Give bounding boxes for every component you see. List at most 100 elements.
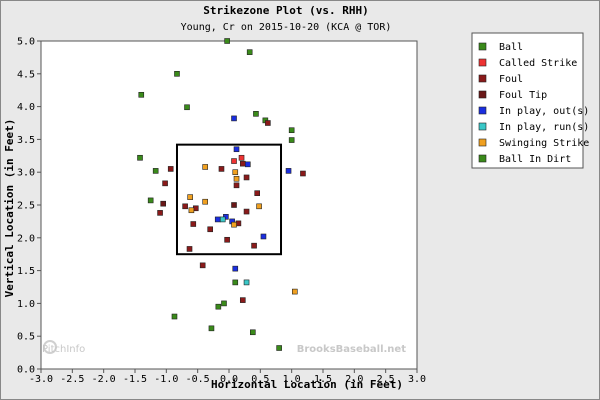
legend-box bbox=[471, 32, 584, 169]
x-tick-label: -1.0 bbox=[154, 374, 178, 385]
x-tick-label: 0.0 bbox=[220, 374, 238, 385]
legend-label: Foul bbox=[499, 74, 523, 85]
x-tick-label: 2.0 bbox=[345, 374, 363, 385]
y-tick-label: 3.5 bbox=[17, 135, 35, 146]
pitch-point bbox=[231, 202, 237, 208]
y-tick-label: 0.5 bbox=[17, 332, 35, 343]
y-tick-label: 1.5 bbox=[17, 266, 35, 277]
pitch-point bbox=[243, 174, 250, 181]
y-axis-ticks: 0.0 0.5 1.0 1.5 2.0 2.5 3.0 3.5 4.0 4.5 5.0 bbox=[17, 37, 41, 376]
y-tick-label: 2.5 bbox=[17, 201, 35, 212]
pitch-point bbox=[152, 168, 159, 174]
y-tick-label: 5.0 bbox=[17, 37, 35, 48]
pitch-point bbox=[182, 203, 188, 210]
watermark-pitchinfo: PitchInfo bbox=[42, 340, 85, 355]
legend-swatch bbox=[478, 42, 487, 51]
pitch-point bbox=[232, 169, 239, 175]
pitch-point bbox=[138, 91, 145, 98]
legend-label: In play, out(s) bbox=[499, 106, 589, 117]
pitch-point bbox=[162, 180, 168, 187]
pitch-point bbox=[232, 279, 239, 286]
pitch-point bbox=[188, 207, 195, 214]
pitch-point bbox=[157, 210, 163, 216]
plot-area bbox=[40, 40, 418, 370]
x-tick-label: -2.5 bbox=[60, 374, 84, 385]
pitch-point bbox=[184, 104, 190, 111]
legend-swatch bbox=[478, 122, 487, 131]
pitch-point bbox=[202, 164, 208, 170]
pitch-point bbox=[246, 49, 253, 55]
pitch-point bbox=[207, 226, 213, 233]
pitch-point bbox=[300, 170, 306, 177]
pitch-points bbox=[137, 38, 306, 351]
legend-label: Ball bbox=[499, 42, 523, 53]
pitch-point bbox=[250, 329, 256, 336]
strike-zone bbox=[175, 143, 283, 256]
pitch-point bbox=[174, 71, 180, 77]
pitch-point bbox=[288, 127, 295, 134]
legend-label: In play, run(s) bbox=[499, 122, 589, 133]
pitch-point bbox=[147, 197, 154, 204]
x-tick-label: 1.0 bbox=[283, 374, 301, 385]
pitch-point bbox=[233, 175, 240, 182]
pitch-point bbox=[221, 300, 227, 307]
pitch-point bbox=[291, 288, 298, 295]
watermark-brooks: BrooksBaseball.net bbox=[297, 344, 406, 355]
pitch-point bbox=[187, 194, 193, 200]
pitch-point bbox=[231, 115, 237, 122]
chart-title: Strikezone Plot (vs. RHH) bbox=[203, 4, 369, 17]
pitch-point bbox=[243, 208, 250, 215]
pitch-point bbox=[202, 198, 208, 205]
pitch-point bbox=[160, 200, 166, 207]
legend-swatch bbox=[478, 90, 487, 99]
pitch-point bbox=[186, 246, 193, 252]
pitch-point bbox=[251, 242, 257, 249]
legend-label: Called Strike bbox=[499, 58, 577, 69]
x-tick-label: -2.0 bbox=[92, 374, 116, 385]
chart-subtitle: Young, Cr on 2015-10-20 (KCA @ TOR) bbox=[181, 22, 392, 33]
legend-swatch bbox=[478, 74, 487, 83]
pitch-point bbox=[233, 146, 240, 153]
watermark-pitchinfo-text: PitchInfo bbox=[42, 344, 85, 355]
pitch-point bbox=[167, 166, 174, 172]
y-tick-label: 2.0 bbox=[17, 233, 35, 244]
pitch-point bbox=[231, 158, 237, 164]
x-axis-label: Horizontal Location (in Feet) bbox=[211, 378, 403, 391]
pitch-point bbox=[190, 221, 197, 227]
legend-swatch bbox=[478, 58, 487, 67]
pitch-point bbox=[256, 203, 262, 210]
pitch-point bbox=[239, 160, 246, 167]
pitch-point bbox=[233, 182, 240, 189]
legend-swatch bbox=[478, 154, 487, 163]
pitch-point bbox=[208, 325, 215, 332]
pitch-point bbox=[253, 111, 259, 117]
pitch-point bbox=[265, 120, 271, 126]
pitch-point bbox=[214, 216, 221, 223]
x-tick-label: 1.5 bbox=[314, 374, 332, 385]
pitch-point bbox=[232, 265, 239, 272]
x-tick-label: -0.5 bbox=[186, 374, 210, 385]
legend: Ball Called Strike Foul Foul Tip In play, ou… bbox=[471, 32, 589, 169]
pitch-point bbox=[224, 236, 230, 243]
pitch-point bbox=[218, 166, 225, 172]
pitch-point bbox=[260, 233, 267, 240]
pitch-point bbox=[245, 161, 251, 168]
pitch-point bbox=[288, 137, 295, 143]
x-tick-label: 3.0 bbox=[408, 374, 426, 385]
pitch-point bbox=[254, 190, 260, 196]
pitch-point bbox=[171, 313, 178, 320]
legend-swatch bbox=[478, 138, 487, 147]
pitch-point bbox=[219, 216, 226, 223]
pitch-point bbox=[199, 262, 206, 269]
pitch-point bbox=[224, 38, 230, 44]
pitch-point bbox=[137, 154, 143, 161]
legend-label: Ball In Dirt bbox=[499, 154, 571, 165]
x-tick-label: -3.0 bbox=[29, 374, 53, 385]
y-tick-label: 4.0 bbox=[17, 102, 35, 113]
pitch-point bbox=[285, 168, 292, 174]
pitch-point bbox=[239, 297, 246, 303]
legend-label: Foul Tip bbox=[499, 90, 547, 101]
pitch-point bbox=[276, 345, 282, 351]
y-tick-label: 4.5 bbox=[17, 69, 35, 80]
